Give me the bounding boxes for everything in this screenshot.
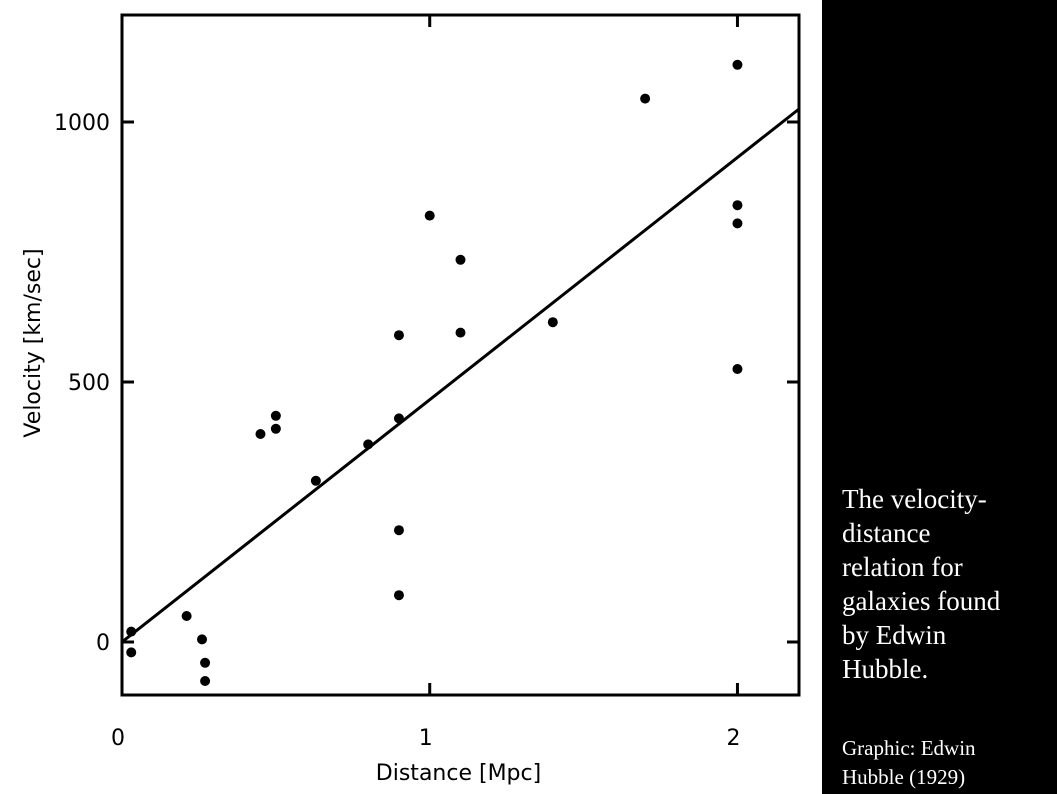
data-point-15 bbox=[393, 590, 404, 601]
chart-area: 0 1 2 0 500 1000 Distance [Mpc] Velocity [km/se… bbox=[21, 13, 801, 786]
data-point-24 bbox=[732, 364, 743, 374]
data-point-1 bbox=[126, 626, 137, 637]
data-point-8 bbox=[270, 410, 281, 421]
y-tick-label-500: 500 bbox=[68, 371, 110, 396]
data-point-7 bbox=[255, 429, 266, 439]
data-point-22 bbox=[732, 200, 743, 211]
velocity-distance-chart: 0 1 2 0 500 1000 Distance [Mpc] Velocity [km/se… bbox=[21, 13, 801, 786]
data-point-4 bbox=[197, 634, 208, 645]
fit-line bbox=[122, 107, 799, 644]
data-point-11 bbox=[363, 439, 374, 450]
graphic-credit: Graphic: Edwin Hubble (1929) bbox=[842, 736, 976, 789]
y-tick-label-0: 0 bbox=[96, 631, 110, 656]
x-tick-label-0: 0 bbox=[111, 726, 125, 751]
figure-caption: The velocity- distance relation for gala… bbox=[842, 484, 1001, 684]
data-point-16 bbox=[424, 210, 435, 221]
data-point-13 bbox=[393, 413, 404, 424]
data-point-19 bbox=[547, 317, 558, 328]
x-tick-label-2: 2 bbox=[726, 726, 740, 751]
y-tick-label-1000: 1000 bbox=[54, 111, 110, 136]
plot-frame bbox=[120, 13, 801, 697]
data-point-6 bbox=[200, 676, 211, 686]
data-point-23 bbox=[732, 218, 743, 229]
data-point-20 bbox=[640, 93, 651, 104]
data-point-18 bbox=[455, 327, 466, 338]
data-point-21 bbox=[732, 59, 743, 70]
data-point-2 bbox=[126, 647, 137, 658]
x-tick-label-1: 1 bbox=[419, 726, 433, 751]
data-point-12 bbox=[393, 330, 404, 341]
caption-panel: The velocity- distance relation for gala… bbox=[822, 0, 1057, 794]
data-point-5 bbox=[200, 657, 211, 668]
y-axis-title: Velocity [km/sec] bbox=[21, 248, 46, 437]
data-point-10 bbox=[310, 475, 321, 486]
data-point-3 bbox=[181, 611, 192, 621]
data-point-14 bbox=[393, 525, 404, 536]
x-axis-title: Distance [Mpc] bbox=[376, 761, 541, 786]
data-point-17 bbox=[455, 254, 466, 265]
data-point-9 bbox=[270, 423, 281, 434]
